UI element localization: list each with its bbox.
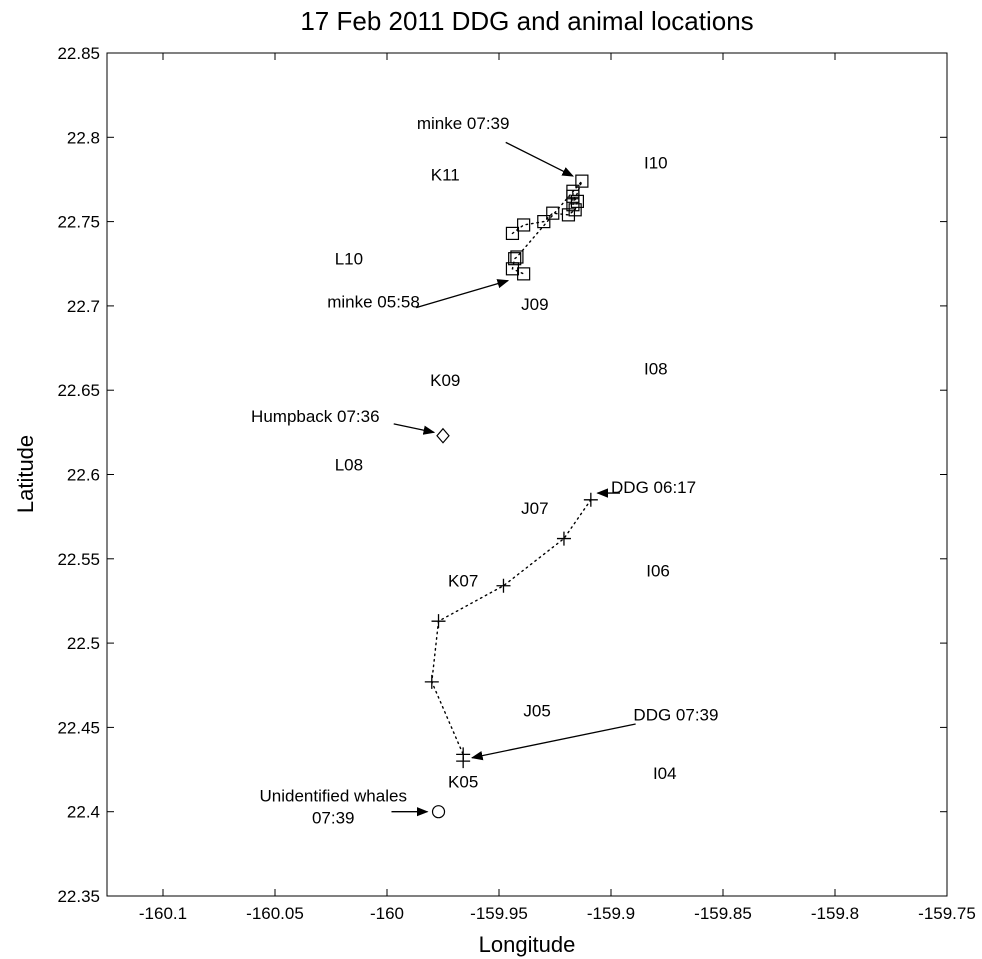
annotation-arrow bbox=[415, 279, 510, 309]
site-label: J07 bbox=[521, 499, 548, 518]
chart-title: 17 Feb 2011 DDG and animal locations bbox=[300, 6, 753, 36]
plus-marker bbox=[456, 754, 471, 769]
y-tick-label: 22.6 bbox=[67, 466, 100, 485]
x-tick-label: -160.05 bbox=[246, 904, 304, 923]
plus-marker bbox=[556, 531, 571, 546]
y-tick-label: 22.35 bbox=[57, 887, 100, 906]
y-tick-label: 22.7 bbox=[67, 297, 100, 316]
x-tick-label: -160 bbox=[370, 904, 404, 923]
square-marker bbox=[566, 198, 580, 212]
track-lines bbox=[431, 180, 592, 762]
x-tick-label: -159.85 bbox=[694, 904, 752, 923]
site-label: J09 bbox=[521, 295, 548, 314]
x-tick-label: -159.9 bbox=[587, 904, 635, 923]
x-tick-label: -159.95 bbox=[470, 904, 528, 923]
y-tick-label: 22.85 bbox=[57, 44, 100, 63]
site-label: K11 bbox=[431, 165, 460, 184]
annotation-arrow bbox=[470, 723, 636, 761]
y-tick-label: 22.5 bbox=[67, 634, 100, 653]
site-label: I08 bbox=[644, 359, 668, 378]
plus-marker bbox=[431, 614, 446, 629]
square-marker bbox=[570, 194, 585, 208]
x-tick-label: -160.1 bbox=[139, 904, 187, 923]
site-label: L08 bbox=[335, 455, 363, 474]
y-tick-label: 22.8 bbox=[67, 128, 100, 147]
y-tick-label: 22.55 bbox=[57, 550, 100, 569]
site-label: I06 bbox=[646, 562, 670, 581]
x-tick-label: -159.75 bbox=[918, 904, 976, 923]
square-marker bbox=[561, 208, 576, 222]
square-marker bbox=[508, 252, 522, 266]
y-tick-label: 22.4 bbox=[67, 803, 100, 822]
site-labels: I10 K11 L10 J09 I08 K09 L08 J07 I06 K07 J05 I04 K05 bbox=[335, 154, 677, 792]
y-tick-label: 22.75 bbox=[57, 213, 100, 232]
annotation-label: minke 05:58 bbox=[327, 293, 420, 312]
square-marker bbox=[505, 262, 520, 276]
square-marker bbox=[537, 215, 551, 229]
annotation-label: Humpback 07:36 bbox=[251, 407, 380, 426]
y-tick-label: 22.45 bbox=[57, 718, 100, 737]
annotation-label: DDG 07:39 bbox=[633, 706, 718, 725]
site-label: I04 bbox=[653, 764, 677, 783]
square-marker bbox=[575, 174, 589, 188]
plus-marker bbox=[583, 492, 598, 507]
annotation-label: DDG 06:17 bbox=[611, 478, 696, 497]
site-label: I10 bbox=[644, 154, 668, 173]
plus-marker bbox=[424, 674, 439, 689]
square-marker bbox=[517, 218, 531, 232]
y-axis-label: Latitude bbox=[13, 435, 38, 513]
square-marker bbox=[568, 203, 582, 217]
x-tick-label: -159.8 bbox=[811, 904, 859, 923]
plus-marker bbox=[496, 578, 511, 593]
site-label: K05 bbox=[448, 772, 478, 791]
annotation-label: 07:39 bbox=[312, 809, 355, 828]
annotation-arrow bbox=[393, 423, 436, 435]
site-label: K09 bbox=[430, 371, 460, 390]
annotations: minke 07:39 minke 05:58 Humpback 07:36 DDG … bbox=[251, 114, 718, 828]
square-marker bbox=[566, 184, 580, 198]
annotation-label: Unidentified whales bbox=[260, 787, 407, 806]
square-marker bbox=[546, 206, 560, 220]
diamond-marker bbox=[436, 427, 450, 444]
y-tick-label: 22.65 bbox=[57, 381, 100, 400]
site-label: K07 bbox=[448, 572, 478, 591]
data-markers bbox=[424, 174, 598, 819]
x-axis-label: Longitude bbox=[479, 932, 576, 957]
square-marker bbox=[505, 226, 520, 241]
annotation-label: minke 07:39 bbox=[417, 114, 510, 133]
site-label: J05 bbox=[523, 702, 550, 721]
axis-ticks: -160.1 -160.05 -160 -159.95 -159.9 -159.85 -15… bbox=[57, 44, 975, 923]
square-marker bbox=[517, 267, 531, 281]
circle-marker bbox=[431, 805, 446, 819]
annotation-arrow bbox=[505, 141, 574, 177]
site-label: L10 bbox=[335, 250, 363, 269]
plot-frame bbox=[106, 52, 948, 897]
